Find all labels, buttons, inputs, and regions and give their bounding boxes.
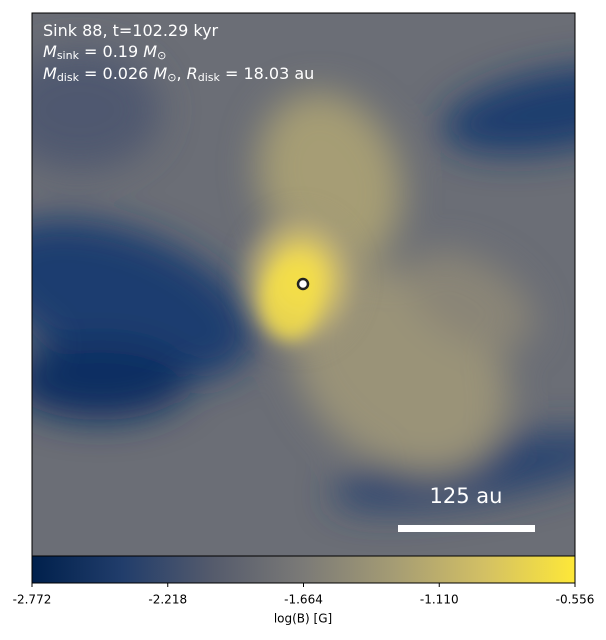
annotations: Sink 88, t=102.29 kyr Msink = 0.19 M⊙ Md… bbox=[43, 21, 314, 85]
sink-marker bbox=[296, 277, 310, 291]
annotation-text: M bbox=[143, 42, 157, 61]
annotation-text: M bbox=[43, 64, 57, 83]
annotation-text: disk bbox=[198, 71, 221, 84]
colorbar-label: log(B) [G] bbox=[274, 612, 332, 626]
colorbar-tick-label: -2.218 bbox=[148, 593, 187, 607]
colorbar-tick-label: -1.664 bbox=[284, 593, 323, 607]
annotation: Mdisk = 0.026 M⊙, Rdisk = 18.03 au bbox=[43, 64, 314, 85]
colorbar bbox=[31, 555, 576, 584]
annotation-text: M bbox=[43, 42, 57, 61]
annotation-text: , bbox=[176, 64, 186, 83]
annotation: Msink = 0.19 M⊙ bbox=[43, 42, 166, 63]
scale-bar-label: 125 au bbox=[430, 484, 503, 508]
annotation-text: ⊙ bbox=[157, 49, 166, 62]
annotation: Sink 88, t=102.29 kyr bbox=[43, 21, 219, 40]
annotation-text: = 18.03 au bbox=[220, 64, 314, 83]
annotation-text: = 0.19 bbox=[79, 42, 143, 61]
scale-bar bbox=[398, 525, 535, 532]
colorbar-tick-label: -0.556 bbox=[556, 593, 595, 607]
annotation-text: sink bbox=[57, 49, 80, 62]
annotation-text: disk bbox=[57, 71, 80, 84]
annotation-text: M bbox=[153, 64, 167, 83]
field-image bbox=[32, 13, 575, 556]
annotation-text: R bbox=[187, 64, 198, 83]
annotation-text: Sink 88, t=102.29 kyr bbox=[43, 21, 219, 40]
annotation-text: = 0.026 bbox=[79, 64, 153, 83]
colorbar-tick-label: -1.110 bbox=[420, 593, 459, 607]
colorbar-tick-label: -2.772 bbox=[13, 593, 52, 607]
annotation-text: ⊙ bbox=[167, 71, 176, 84]
